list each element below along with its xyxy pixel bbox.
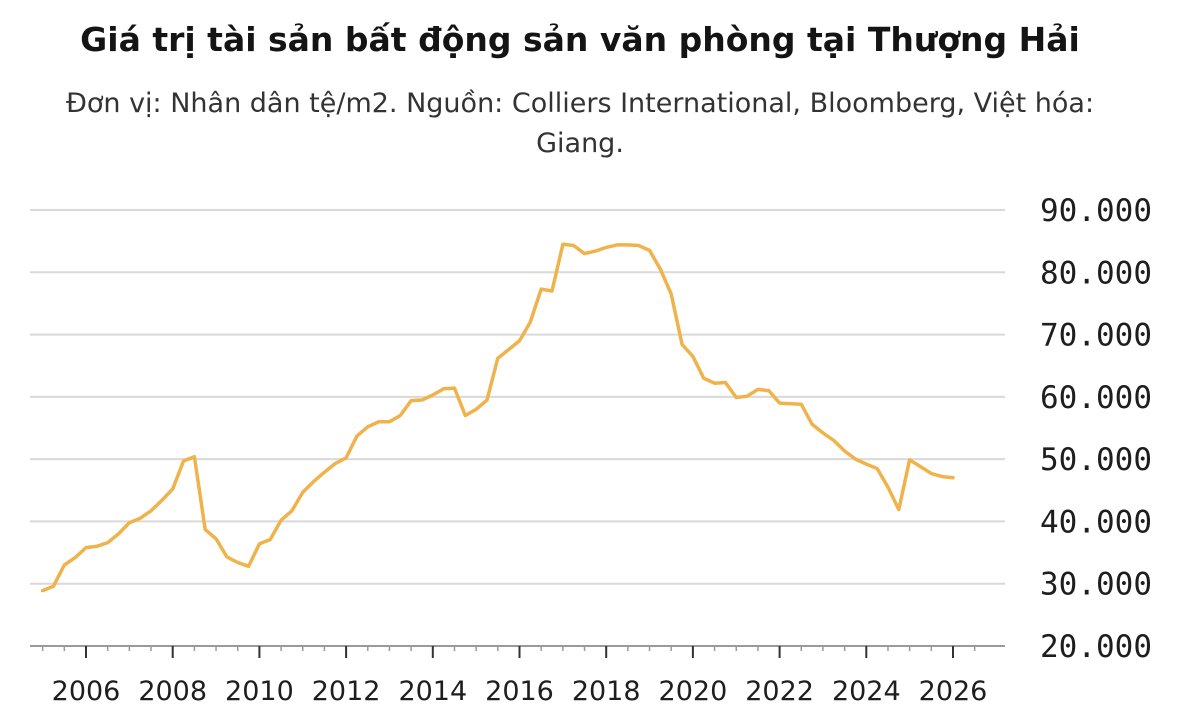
y-tick-label: 80.000	[1040, 255, 1152, 291]
series-group	[40, 242, 955, 593]
grid-lines	[30, 209, 1005, 647]
y-axis-ticks: 20.000 30.000 40.000 50.000 60.000 70.000 80.0…	[1040, 193, 1152, 665]
y-tick-label: 40.000	[1040, 504, 1152, 540]
x-axis-ticks: 2006 2008 2010 2012 2014 2016 2018 2020 2022 2024…	[41, 646, 988, 707]
x-tick-label: 2020	[659, 676, 728, 707]
series-line	[40, 242, 955, 593]
y-tick-label: 50.000	[1040, 442, 1152, 478]
x-tick-label: 2008	[138, 676, 207, 707]
x-tick-label: 2018	[572, 676, 641, 707]
y-tick-label: 60.000	[1040, 380, 1152, 416]
y-tick-label: 20.000	[1040, 629, 1152, 665]
x-tick-label: 2010	[225, 676, 294, 707]
chart-title: Giá trị tài sản bất động sản văn phòng t…	[80, 20, 1080, 59]
x-tick-label: 2026	[919, 676, 988, 707]
y-tick-label: 70.000	[1040, 318, 1152, 354]
x-tick-label: 2006	[52, 676, 121, 707]
x-tick-label: 2014	[398, 676, 467, 707]
chart-subtitle: Đơn vị: Nhân dân tệ/m2. Nguồn: Colliers …	[65, 88, 1095, 159]
x-tick-label: 2012	[312, 676, 381, 707]
x-tick-label: 2024	[832, 676, 901, 707]
x-tick-label: 2022	[745, 676, 814, 707]
y-tick-label: 90.000	[1040, 193, 1152, 229]
x-tick-label: 2016	[485, 676, 554, 707]
y-tick-label: 30.000	[1040, 567, 1152, 603]
